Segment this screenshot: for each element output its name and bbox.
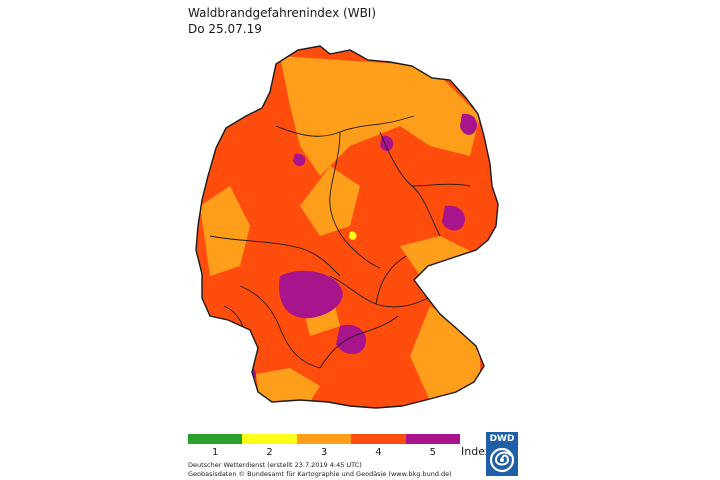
index-3-south [256, 368, 320, 402]
index-3-north [280, 56, 480, 176]
germany-fire-index-map [195, 45, 499, 409]
swirl-icon [489, 447, 515, 473]
legend-label-3: 3 [320, 447, 328, 458]
legend-label-2: 2 [266, 447, 273, 458]
index-5-lusatia [442, 205, 465, 231]
legend-swatch-5 [405, 434, 461, 444]
map-date: Do 25.07.19 [188, 22, 262, 36]
credit-line-1: Deutscher Wetterdienst (erstellt 23.7.20… [188, 461, 362, 469]
index-3-west [200, 186, 250, 276]
credit-line-2: Geobasisdaten © Bundesamt für Kartograph… [188, 470, 452, 478]
legend-swatch-1 [188, 434, 243, 444]
state-borders [209, 115, 471, 369]
legend-swatch-2 [242, 434, 297, 444]
index-5-franconia [279, 270, 343, 319]
legend-label-5: 5 [429, 447, 437, 458]
index-2-spot [349, 231, 357, 240]
legend-labels: 1 2 3 4 5 [188, 447, 460, 461]
legend-label-4: 4 [375, 447, 382, 458]
map-title: Waldbrandgefahrenindex (WBI) [188, 6, 377, 20]
legend-label-1: 1 [212, 447, 219, 458]
legend-unit-label: Index [461, 445, 492, 458]
germany-map [180, 36, 510, 426]
dwd-logo: DWD [486, 432, 518, 476]
color-legend [188, 434, 461, 444]
legend-swatch-3 [296, 434, 352, 444]
index-5-oder [460, 113, 478, 135]
legend-swatch-4 [351, 434, 406, 444]
index-5-swabia [336, 324, 366, 355]
index-5-weser [293, 153, 306, 167]
dwd-logo-text: DWD [489, 434, 515, 444]
